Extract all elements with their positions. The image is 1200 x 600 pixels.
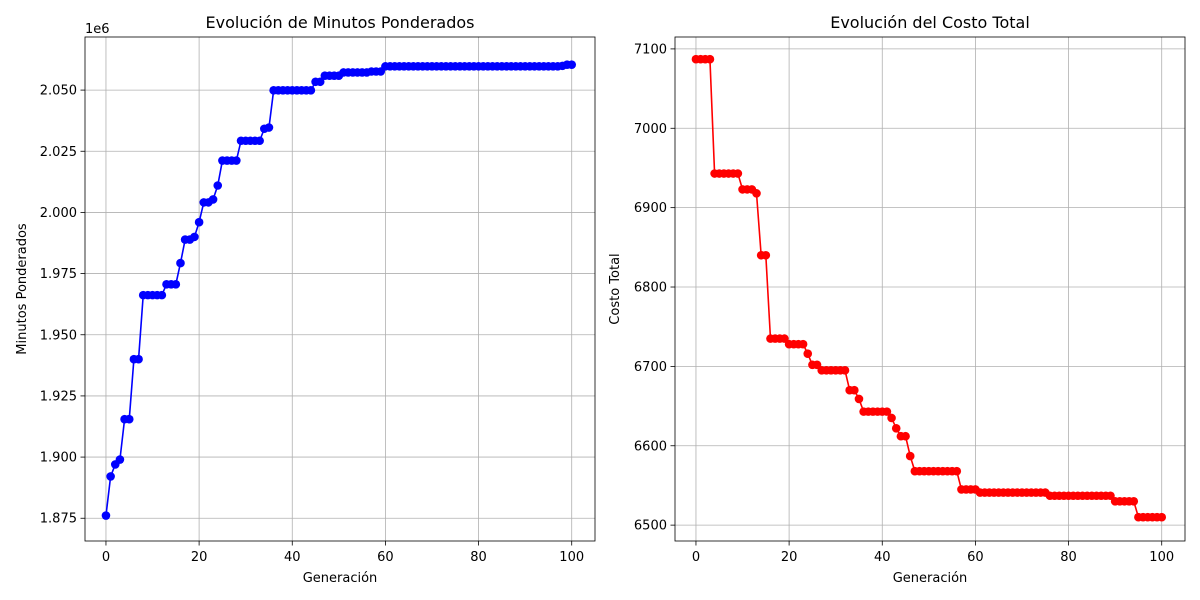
data-point bbox=[901, 431, 910, 441]
data-point bbox=[264, 123, 274, 132]
data-point bbox=[705, 54, 715, 64]
x-tick-label: 60 bbox=[377, 550, 394, 565]
y-tick-label: 6800 bbox=[634, 281, 667, 296]
data-point bbox=[306, 86, 316, 95]
x-axis-label: Generación bbox=[303, 571, 378, 586]
data-point bbox=[733, 169, 743, 178]
data-point bbox=[106, 472, 115, 481]
y-tick-label: 2.000 bbox=[40, 206, 77, 221]
x-tick-label: 100 bbox=[559, 550, 584, 565]
chart-title: Evolución de Minutos Ponderados bbox=[206, 13, 475, 32]
y-tick-label: 1.975 bbox=[40, 267, 77, 282]
x-axis-label: Generación bbox=[893, 571, 968, 586]
data-point bbox=[761, 250, 771, 260]
data-point bbox=[798, 339, 808, 349]
x-tick-label: 80 bbox=[1060, 550, 1077, 565]
data-point bbox=[190, 232, 199, 242]
data-point bbox=[887, 413, 896, 423]
x-tick-label: 80 bbox=[470, 550, 487, 565]
data-point bbox=[176, 258, 185, 268]
data-point bbox=[315, 77, 325, 87]
data-point bbox=[208, 195, 218, 204]
axis-ticks: 0 20 40 60 80 100 6500 6600 6700 6800 6900 7000 7100 bbox=[634, 42, 1174, 565]
y-tick-label: 1.875 bbox=[40, 512, 77, 527]
data-point bbox=[157, 290, 167, 300]
y-tick-label: 6500 bbox=[634, 519, 667, 534]
x-tick-label: 100 bbox=[1149, 550, 1174, 565]
data-point bbox=[905, 451, 915, 461]
data-point bbox=[952, 466, 962, 476]
y-axis-label: Minutos Ponderados bbox=[15, 223, 30, 355]
axis-ticks: 0 20 40 60 80 100 1.875 1.900 1.925 1.950 1.975 2.0… bbox=[40, 84, 584, 565]
y-tick-label: 6900 bbox=[634, 201, 667, 216]
data-point bbox=[255, 136, 264, 146]
data-point bbox=[891, 423, 901, 433]
y-axis-label: Costo Total bbox=[608, 253, 623, 324]
y-tick-label: 2.025 bbox=[40, 145, 77, 160]
x-tick-label: 40 bbox=[874, 550, 891, 565]
chart-panel-costo-total: Evolución del Costo Total Generación Cos… bbox=[608, 13, 1186, 586]
y-tick-label: 6700 bbox=[634, 360, 667, 375]
data-point bbox=[124, 414, 134, 424]
chart-panel-minutos-ponderados: Evolución de Minutos Ponderados Generaci… bbox=[15, 13, 596, 586]
y-tick-label: 7000 bbox=[634, 122, 667, 137]
data-point bbox=[850, 385, 859, 395]
chart-title: Evolución del Costo Total bbox=[830, 13, 1030, 32]
axes-frame bbox=[84, 36, 596, 542]
x-tick-label: 60 bbox=[967, 550, 984, 565]
y-tick-label: 1.900 bbox=[40, 451, 77, 466]
series-line bbox=[105, 63, 572, 516]
data-point bbox=[752, 189, 761, 198]
data-point bbox=[803, 349, 813, 358]
y-tick-label: 1.950 bbox=[40, 328, 77, 343]
y-tick-label: 7100 bbox=[634, 42, 667, 57]
grid bbox=[675, 37, 1185, 541]
data-point bbox=[1157, 512, 1167, 522]
y-axis-offset-label: 1e6 bbox=[85, 22, 110, 37]
data-point bbox=[567, 60, 577, 69]
data-point bbox=[134, 354, 143, 364]
series-markers bbox=[691, 54, 1167, 522]
data-point bbox=[882, 407, 892, 416]
x-tick-label: 0 bbox=[692, 550, 700, 565]
data-point bbox=[854, 394, 864, 404]
series-markers bbox=[101, 60, 577, 520]
data-point bbox=[101, 511, 111, 520]
data-point bbox=[213, 181, 223, 190]
data-point bbox=[194, 217, 204, 227]
x-tick-label: 40 bbox=[284, 550, 301, 565]
y-tick-label: 2.050 bbox=[40, 84, 77, 99]
x-tick-label: 0 bbox=[102, 550, 110, 565]
x-tick-label: 20 bbox=[191, 550, 208, 565]
data-point bbox=[115, 455, 125, 464]
y-tick-label: 1.925 bbox=[40, 389, 77, 404]
axes-frame bbox=[674, 36, 1186, 542]
data-point bbox=[171, 280, 181, 289]
data-point bbox=[232, 156, 241, 165]
x-tick-label: 20 bbox=[781, 550, 798, 565]
data-point bbox=[840, 366, 850, 375]
data-point bbox=[1129, 497, 1139, 506]
grid bbox=[85, 37, 595, 541]
y-tick-label: 6600 bbox=[634, 439, 667, 454]
